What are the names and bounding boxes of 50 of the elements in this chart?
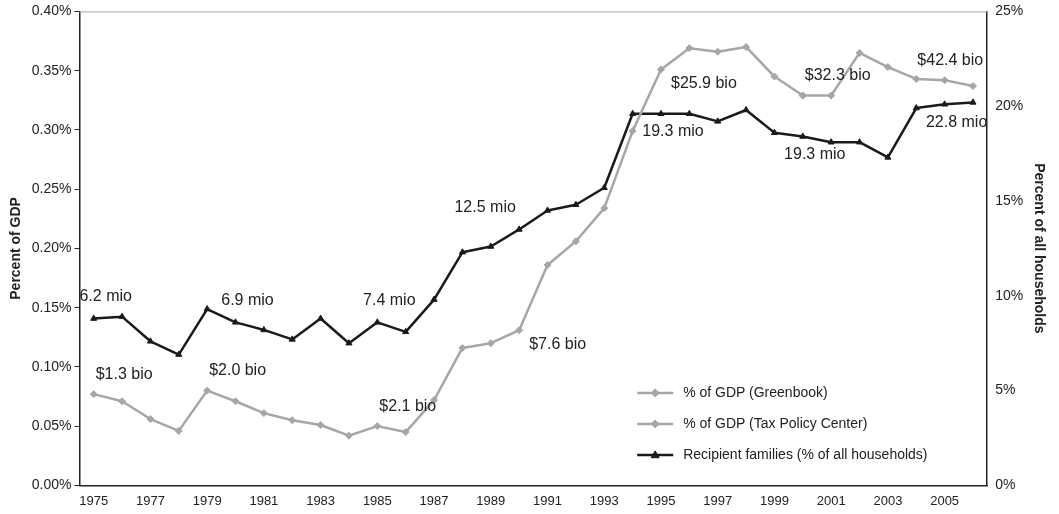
x-tick-label: 1979: [192, 492, 222, 508]
annotation: 19.3 mio: [642, 122, 704, 140]
annotation: $42.4 bio: [917, 50, 984, 68]
y-tick-label: 0.20%: [31, 239, 72, 256]
y-axis-title: Percent of GDP: [7, 197, 24, 300]
annotation: $2.0 bio: [209, 361, 267, 379]
annotation: 19.3 mio: [784, 144, 846, 162]
annotation: 7.4 mio: [363, 290, 416, 308]
x-tick-label: 2001: [816, 492, 846, 508]
annotation: $25.9 bio: [670, 73, 737, 91]
y-tick-label: 0.00%: [31, 476, 72, 493]
y2-tick-label: 10%: [995, 286, 1024, 303]
annotation: $32.3 bio: [804, 65, 871, 83]
legend-label: % of GDP (Greenbook): [683, 383, 828, 400]
y2-tick-label: 5%: [995, 381, 1016, 398]
x-tick-label: 1977: [135, 492, 165, 508]
y2-axis-title: Percent of all households: [1031, 163, 1048, 334]
x-tick-label: 1989: [476, 492, 506, 508]
x-tick-label: 1997: [703, 492, 733, 508]
x-tick-label: 1995: [646, 492, 676, 508]
x-tick-label: 1981: [249, 492, 279, 508]
y2-tick-label: 20%: [995, 97, 1024, 114]
annotation: $2.1 bio: [379, 396, 437, 414]
x-tick-label: 1975: [79, 492, 109, 508]
y-tick-label: 0.40%: [31, 2, 72, 19]
annotation: 12.5 mio: [454, 197, 516, 215]
x-tick-label: 1991: [533, 492, 562, 508]
x-tick-label: 2003: [873, 492, 903, 508]
y-tick-label: 0.05%: [31, 417, 72, 434]
y2-tick-label: 25%: [995, 2, 1024, 19]
x-tick-label: 1987: [419, 492, 449, 508]
annotation: 22.8 mio: [925, 112, 988, 130]
legend-label: Recipient families (% of all households): [683, 445, 928, 462]
x-tick-label: 1985: [362, 492, 392, 508]
x-tick-label: 1999: [759, 492, 789, 508]
x-tick-label: 1983: [306, 492, 336, 508]
annotation: 6.9 mio: [221, 290, 274, 308]
annotation: $1.3 bio: [95, 364, 153, 382]
annotation: $7.6 bio: [529, 334, 587, 352]
y-tick-label: 0.30%: [31, 120, 72, 137]
y2-tick-label: 0%: [995, 476, 1016, 493]
x-tick-label: 1993: [589, 492, 619, 508]
y-tick-label: 0.15%: [31, 298, 72, 315]
y-tick-label: 0.25%: [31, 180, 72, 197]
y-tick-label: 0.10%: [31, 357, 72, 374]
y-tick-label: 0.35%: [31, 61, 72, 78]
y2-tick-label: 15%: [995, 191, 1024, 208]
legend-label: % of GDP (Tax Policy Center): [683, 414, 868, 431]
x-tick-label: 2005: [930, 492, 960, 508]
annotation: 6.2 mio: [79, 286, 133, 304]
